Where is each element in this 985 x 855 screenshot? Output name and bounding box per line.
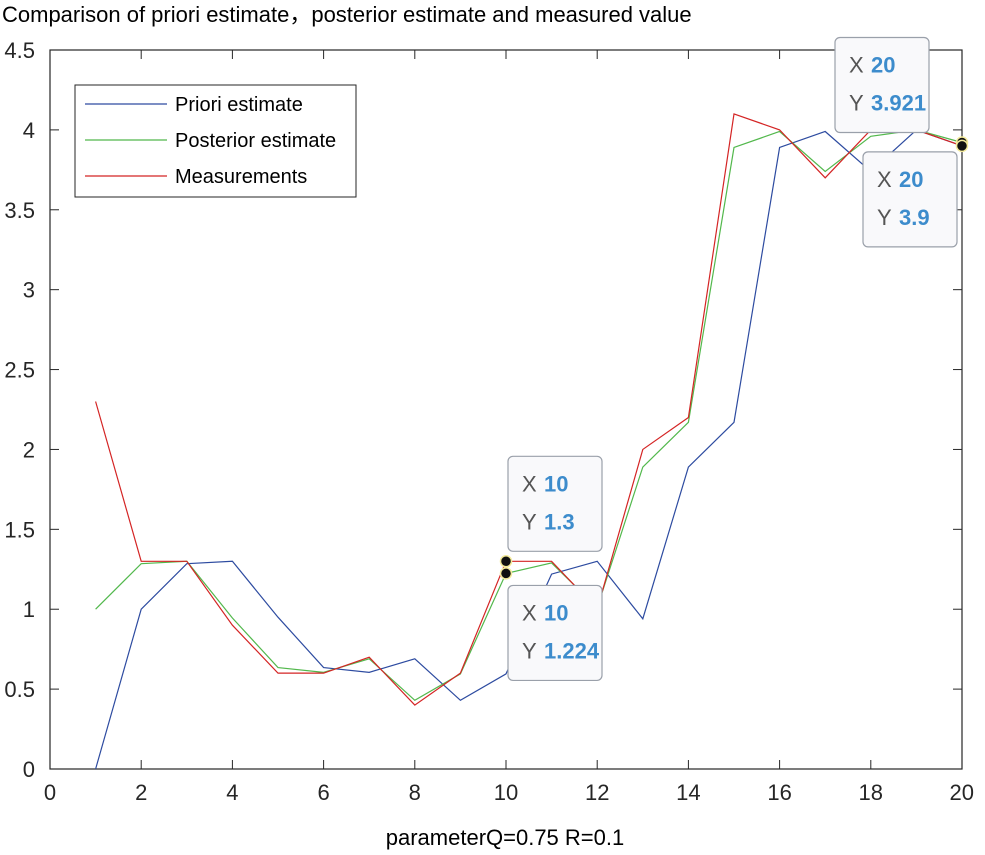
datatip-box	[507, 455, 603, 552]
legend-label: Posterior estimate	[175, 130, 336, 152]
datatip-x-prefix: X	[877, 167, 892, 192]
y-tick-label: 2	[23, 437, 35, 462]
datatip[interactable]: X 20 Y 3.9	[862, 151, 958, 248]
legend-label: Priori estimate	[175, 94, 303, 116]
x-tick-label: 14	[676, 780, 700, 805]
datatip-y-value: 3.9	[899, 205, 930, 230]
x-tick-label: 12	[585, 780, 609, 805]
chart-title: Comparison of priori estimate，posterior …	[2, 2, 692, 27]
x-tick-label: 16	[767, 780, 791, 805]
y-tick-label: 0	[23, 757, 35, 782]
datatip-y-value: 3.921	[871, 91, 926, 116]
datatip-x-value: 20	[899, 167, 923, 192]
y-tick-label: 4	[23, 118, 35, 143]
y-tick-label: 0.5	[4, 677, 35, 702]
datatip-x-value: 10	[544, 600, 568, 625]
y-tick-label: 3	[23, 278, 35, 303]
x-tick-label: 6	[317, 780, 329, 805]
datatip-y-value: 1.3	[544, 509, 575, 534]
datatip-x-prefix: X	[522, 471, 537, 496]
x-tick-label: 0	[44, 780, 56, 805]
datatip-x-value: 20	[871, 53, 895, 78]
datatip[interactable]: X 10 Y 1.3	[507, 455, 603, 552]
series-line-posterior-estimate	[95, 129, 963, 702]
series-line-measurements	[95, 113, 963, 706]
x-axis-label: parameterQ=0.75 R=0.1	[386, 825, 624, 850]
y-tick-label: 1	[23, 597, 35, 622]
y-tick-label: 4.5	[4, 38, 35, 63]
datatip-x-value: 10	[544, 471, 568, 496]
x-tick-label: 18	[859, 780, 883, 805]
datatip-y-prefix: Y	[522, 638, 537, 663]
datatip-x-prefix: X	[849, 53, 864, 78]
datatip-marker[interactable]	[499, 555, 513, 568]
y-tick-label: 2.5	[4, 358, 35, 383]
datatips: X 10 Y 1.3 X 10 Y 1.224 X 20 Y 3.921 X 20 Y 3.9	[499, 36, 969, 682]
datatip-y-value: 1.224	[544, 638, 600, 663]
datatip-marker[interactable]	[955, 139, 969, 153]
y-tick-label: 1.5	[4, 517, 35, 542]
datatip-marker[interactable]	[499, 567, 513, 580]
legend-label: Measurements	[175, 166, 307, 188]
x-tick-label: 8	[409, 780, 421, 805]
datatip-x-prefix: X	[522, 600, 537, 625]
x-tick-label: 10	[494, 780, 518, 805]
datatip-y-prefix: Y	[849, 91, 864, 116]
datatip[interactable]: X 10 Y 1.224	[507, 584, 603, 682]
x-tick-label: 20	[950, 780, 974, 805]
datatip-box	[862, 151, 958, 248]
y-tick-label: 3.5	[4, 198, 35, 223]
datatip[interactable]: X 20 Y 3.921	[834, 36, 930, 134]
x-tick-label: 2	[135, 780, 147, 805]
datatip-box	[834, 36, 930, 134]
x-tick-label: 4	[226, 780, 238, 805]
datatip-y-prefix: Y	[877, 205, 892, 230]
datatip-y-prefix: Y	[522, 509, 537, 534]
datatip-box	[507, 584, 603, 682]
axis-ticks: 0 2 4 6 8 10 12 14 16 18 20 0 0.5 1 1.5 2 2.5 3 3.5 4 4.5	[4, 38, 974, 805]
legend: Priori estimate Posterior estimate Measure…	[74, 84, 357, 198]
